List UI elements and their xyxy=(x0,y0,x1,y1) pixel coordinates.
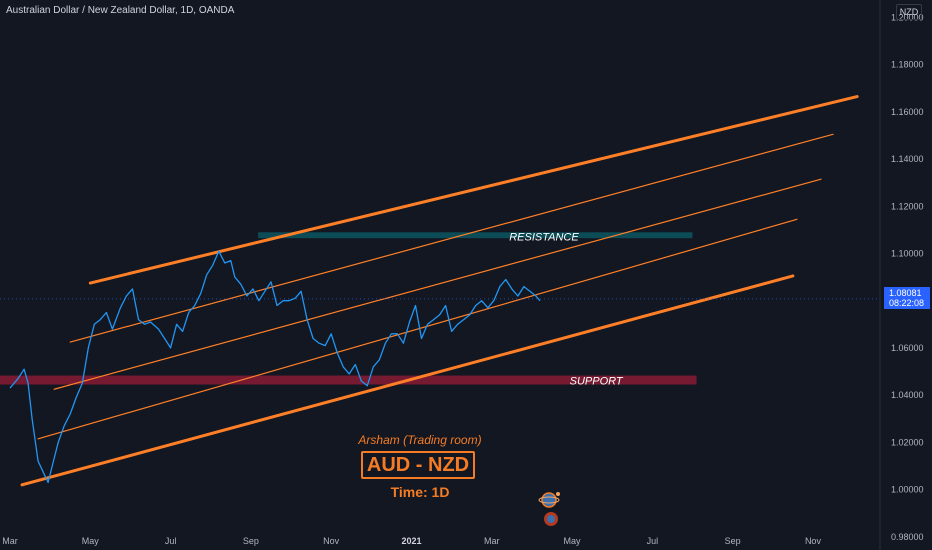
y-tick-label: 0.98000 xyxy=(891,532,924,542)
y-tick-label: 1.04000 xyxy=(891,390,924,400)
last-price-tag: 1.08081 08:22:08 xyxy=(884,287,930,309)
x-tick-label: Sep xyxy=(243,536,259,546)
support-label: SUPPORT xyxy=(570,376,624,388)
channel-inner-line xyxy=(53,178,822,390)
channel-upper-line xyxy=(88,95,859,285)
y-tick-label: 1.18000 xyxy=(891,60,924,70)
y-tick-label: 1.20000 xyxy=(891,12,924,22)
channel-inner-line xyxy=(69,133,834,343)
x-tick-label: Nov xyxy=(805,536,822,546)
bar-countdown: 08:22:08 xyxy=(889,298,925,308)
y-tick-label: 1.12000 xyxy=(891,201,924,211)
planet-logo-icon xyxy=(538,492,560,526)
pair-title-box: AUD - NZD xyxy=(361,451,475,479)
y-tick-label: 1.14000 xyxy=(891,154,924,164)
channel-lower-line xyxy=(20,274,795,487)
timeframe-label: Time: 1D xyxy=(390,484,450,500)
x-tick-label: Sep xyxy=(725,536,741,546)
x-tick-label: 2021 xyxy=(401,536,421,546)
y-tick-label: 1.02000 xyxy=(891,437,924,447)
last-price-value: 1.08081 xyxy=(889,288,922,298)
x-tick-label: Mar xyxy=(484,536,500,546)
support-zone xyxy=(0,375,697,385)
x-tick-label: Jul xyxy=(165,536,177,546)
x-tick-label: Mar xyxy=(2,536,18,546)
price-series-line xyxy=(9,250,541,484)
resistance-label: RESISTANCE xyxy=(509,231,579,243)
resistance-zone xyxy=(258,232,693,239)
x-tick-label: Jul xyxy=(647,536,659,546)
x-tick-label: May xyxy=(564,536,582,546)
currency-button[interactable]: NZD xyxy=(896,4,922,20)
y-tick-label: 1.06000 xyxy=(891,343,924,353)
x-tick-label: May xyxy=(82,536,100,546)
x-tick-label: Nov xyxy=(323,536,340,546)
y-tick-label: 1.10000 xyxy=(891,249,924,259)
author-label: Arsham (Trading room) xyxy=(358,433,482,447)
y-tick-label: 1.16000 xyxy=(891,107,924,117)
channel-inner-line xyxy=(37,218,798,440)
chart-symbol-title: Australian Dollar / New Zealand Dollar, … xyxy=(6,5,235,16)
y-tick-label: 1.00000 xyxy=(891,485,924,495)
